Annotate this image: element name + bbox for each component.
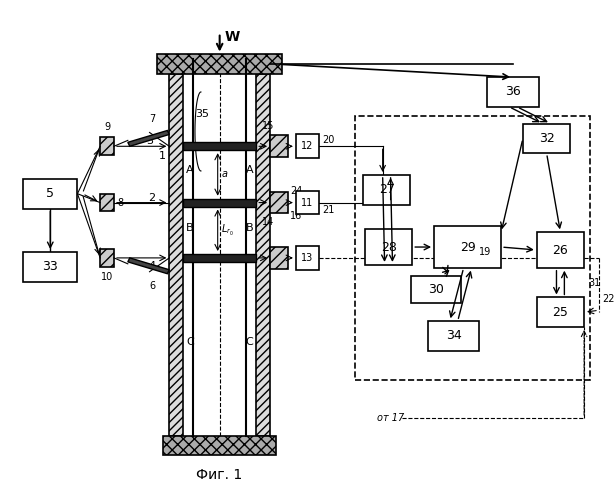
Bar bbox=[296, 190, 320, 214]
Bar bbox=[270, 136, 288, 157]
Bar bbox=[296, 134, 320, 158]
Text: 1: 1 bbox=[158, 151, 165, 161]
Bar bbox=[296, 246, 320, 270]
Text: 5: 5 bbox=[46, 187, 54, 200]
Text: B: B bbox=[246, 224, 253, 234]
Bar bbox=[428, 321, 479, 350]
Bar bbox=[100, 249, 114, 267]
Text: 12: 12 bbox=[301, 142, 314, 152]
Text: 3: 3 bbox=[146, 136, 153, 146]
Text: Фиг. 1: Фиг. 1 bbox=[195, 468, 242, 482]
Bar bbox=[169, 74, 183, 436]
Polygon shape bbox=[128, 258, 169, 274]
Bar bbox=[100, 194, 114, 212]
Bar bbox=[537, 298, 584, 327]
Text: C: C bbox=[245, 337, 253, 347]
Text: 24: 24 bbox=[290, 186, 302, 196]
Text: 33: 33 bbox=[43, 260, 58, 274]
Text: 31: 31 bbox=[588, 278, 601, 287]
Text: 4: 4 bbox=[148, 261, 155, 271]
Text: 6: 6 bbox=[150, 280, 156, 290]
Text: C: C bbox=[186, 337, 194, 347]
Text: 36: 36 bbox=[505, 86, 521, 98]
Text: 8: 8 bbox=[117, 198, 123, 207]
Bar bbox=[183, 142, 256, 150]
Text: B: B bbox=[186, 224, 194, 234]
Text: 7: 7 bbox=[150, 114, 156, 124]
Bar bbox=[363, 175, 410, 204]
Text: 14: 14 bbox=[262, 218, 274, 228]
Polygon shape bbox=[128, 130, 169, 146]
Text: 19: 19 bbox=[479, 247, 492, 257]
Text: 10: 10 bbox=[101, 272, 113, 281]
Text: A: A bbox=[246, 166, 253, 175]
Bar bbox=[270, 192, 288, 214]
Text: 11: 11 bbox=[301, 198, 314, 207]
Text: 21: 21 bbox=[322, 206, 334, 216]
Bar bbox=[270, 247, 288, 269]
Text: 27: 27 bbox=[379, 184, 394, 196]
Bar bbox=[355, 116, 590, 380]
Text: 22: 22 bbox=[602, 294, 614, 304]
Text: 34: 34 bbox=[446, 330, 461, 342]
Bar bbox=[256, 74, 270, 436]
Text: W: W bbox=[225, 30, 240, 44]
Text: 28: 28 bbox=[381, 240, 397, 254]
Bar bbox=[23, 179, 78, 208]
Bar bbox=[434, 226, 501, 268]
Text: A: A bbox=[186, 166, 194, 175]
Bar bbox=[523, 124, 570, 153]
Text: 25: 25 bbox=[553, 306, 569, 318]
Text: 16: 16 bbox=[290, 212, 302, 222]
Text: 26: 26 bbox=[553, 244, 569, 256]
Bar bbox=[100, 138, 114, 155]
Bar bbox=[411, 276, 461, 303]
Bar bbox=[158, 54, 282, 74]
Bar bbox=[365, 230, 412, 265]
Text: 13: 13 bbox=[301, 253, 314, 263]
Text: 2: 2 bbox=[148, 192, 155, 202]
Bar bbox=[183, 254, 256, 262]
Text: 9: 9 bbox=[104, 122, 110, 132]
Text: a: a bbox=[222, 170, 228, 179]
Text: 15: 15 bbox=[262, 122, 274, 132]
Text: 29: 29 bbox=[460, 240, 476, 254]
Bar bbox=[163, 436, 276, 456]
Text: 32: 32 bbox=[539, 132, 554, 145]
Text: $L_{r_0}$: $L_{r_0}$ bbox=[221, 222, 233, 238]
Bar bbox=[537, 232, 584, 268]
Text: 20: 20 bbox=[322, 136, 334, 145]
Text: от 17: от 17 bbox=[377, 413, 404, 423]
Bar bbox=[487, 77, 539, 107]
Bar bbox=[23, 252, 78, 282]
Text: 30: 30 bbox=[428, 283, 444, 296]
Text: 35: 35 bbox=[195, 108, 209, 118]
Bar bbox=[183, 198, 256, 206]
